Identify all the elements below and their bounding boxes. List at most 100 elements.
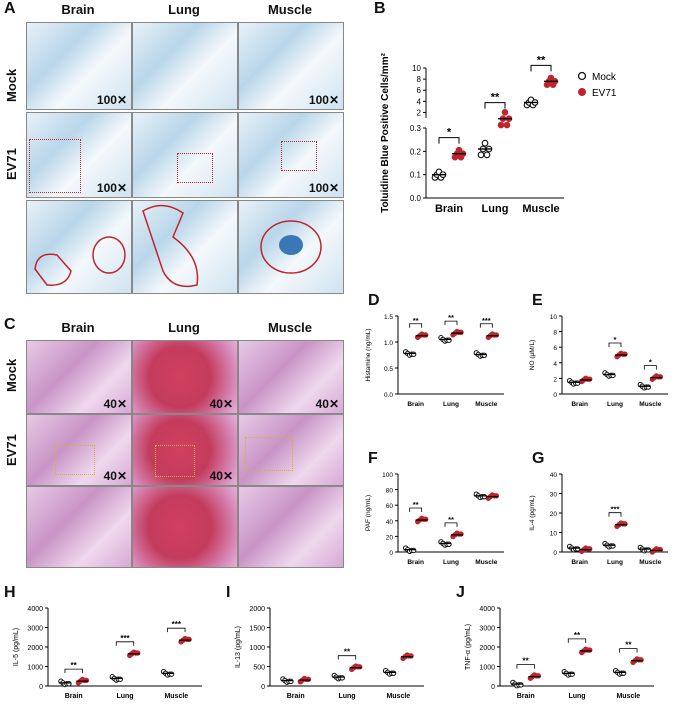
y-tick-label: 10 [412, 64, 421, 73]
tile-a-ev71-lung [132, 112, 238, 198]
row-head-ev71-a: EV71 [4, 148, 19, 180]
mock-point [390, 670, 397, 676]
row-head-mock-a: Mock [4, 68, 19, 102]
panel-letter-b: B [374, 0, 386, 17]
mock-point [645, 547, 652, 553]
significance-bracket [444, 320, 458, 326]
panel-letter-f: F [368, 450, 378, 467]
legend-ev71-label: EV71 [592, 88, 617, 99]
y-tick-label: 3000 [479, 626, 495, 633]
mock-point [645, 384, 652, 390]
tile-a-mock-muscle: 100✕ [238, 22, 344, 110]
tile-c-zoom-lung [132, 486, 238, 568]
tile-a-ev71-brain: 100✕ [26, 112, 132, 198]
panel-letter-a: A [4, 0, 16, 17]
y-tick-label: 80 [386, 488, 394, 495]
y-tick-label: 8 [417, 75, 422, 84]
mock-point [481, 139, 489, 147]
ev71-point [83, 677, 90, 684]
significance-label: ** [71, 661, 78, 670]
significance-bracket [409, 507, 423, 513]
y-tick-label: 0.0 [410, 194, 422, 203]
x-tick-label: Brain [287, 693, 305, 700]
panel-letter-i: I [226, 584, 231, 601]
significance-label: ** [523, 657, 530, 666]
legend-ev71-marker [578, 88, 586, 96]
ev71-point [586, 376, 593, 382]
y-tick-label: 10 [550, 531, 558, 538]
mock-point [620, 670, 627, 676]
y-tick-label: 500 [253, 665, 265, 672]
col-head-lung-c: Lung [168, 320, 200, 335]
ev71-point [622, 521, 628, 527]
magnification-label: 100✕ [308, 181, 339, 195]
significance-label: ** [344, 648, 351, 657]
chart-d: 0.0 0.5 1.0 1.5 Histamine (ng/mL) Brain ** Lung… [365, 313, 504, 408]
col-head-brain-a: Brain [61, 2, 95, 17]
col-head-brain-c: Brain [61, 320, 95, 335]
tile-a-zoom-lung [132, 200, 238, 294]
significance-label: * [649, 358, 652, 367]
tile-a-mock-lung [132, 22, 238, 110]
ev71-point [493, 332, 500, 338]
significance-bracket [167, 627, 186, 633]
x-tick-label: Muscle [616, 693, 640, 700]
y-axis-label: IL-5 (pg/mL) [13, 628, 20, 666]
y-tick-label: 4 [417, 97, 422, 106]
y-axis-label: PAF (ng/mL) [365, 495, 372, 531]
mock-point [446, 337, 452, 343]
x-tick-label: Brain [517, 693, 535, 700]
mock-point [477, 151, 485, 159]
ev71-point [422, 332, 429, 338]
significance-label: ** [448, 313, 454, 322]
y-tick-label: 4000 [27, 606, 43, 613]
magnification-label: 40✕ [315, 397, 339, 411]
panel-letter-g: G [532, 450, 545, 467]
magnification-label: 100✕ [96, 93, 127, 107]
mock-point [339, 675, 345, 681]
significance-label: *** [120, 634, 130, 643]
panel-letter-c: C [4, 316, 16, 333]
significance-label: * [614, 335, 617, 344]
tile-a-zoom-brain [26, 200, 132, 294]
magnification-label: 40✕ [209, 397, 233, 411]
y-tick-label: 1500 [249, 626, 265, 633]
legend-mock-label: Mock [592, 72, 617, 83]
significance-bracket [438, 137, 460, 144]
x-tick-label: Lung [482, 203, 509, 215]
mock-point [410, 547, 417, 554]
panel-letter-j: J [456, 584, 465, 601]
y-tick-label: 0 [491, 684, 495, 691]
magnification-label: 100✕ [96, 181, 127, 195]
significance-bracket [337, 655, 357, 660]
y-tick-label: 1000 [249, 645, 265, 652]
tile-c-mock-lung: 40✕ [132, 340, 238, 414]
y-tick-label: 2000 [27, 645, 43, 652]
y-tick-label: 20 [386, 534, 394, 541]
y-tick-label: 1000 [27, 665, 43, 672]
x-tick-label: Lung [607, 401, 623, 408]
y-axis-label: IL-4 (pg/mL) [529, 495, 536, 530]
tile-c-mock-brain: 40✕ [26, 340, 132, 414]
legend-mock-marker [577, 71, 587, 81]
row-head-ev71-c: EV71 [4, 434, 19, 466]
magnification-label: 40✕ [209, 469, 233, 483]
significance-label: ** [413, 316, 419, 325]
ev71-point [586, 546, 593, 552]
y-tick-label: 0 [553, 392, 557, 399]
x-tick-label: Lung [568, 693, 585, 700]
y-axis-label: NO (μM/L) [529, 340, 536, 370]
x-tick-label: Muscle [639, 559, 661, 566]
y-tick-label: 3000 [27, 626, 43, 633]
x-tick-label: Lung [607, 559, 623, 566]
significance-bracket [64, 668, 83, 674]
significance-label: *** [611, 505, 620, 514]
chart-j: 0 1000 2000 3000 4000 TNF-α (pg/mL) Brain ** Lun… [465, 606, 654, 700]
x-tick-label: Lung [338, 693, 355, 700]
ev71-point [535, 673, 542, 679]
ev71-point [408, 653, 414, 659]
mock-point [574, 546, 581, 552]
significance-bracket [484, 102, 506, 109]
magnification-label: 40✕ [103, 397, 127, 411]
ev71-point [638, 657, 644, 663]
